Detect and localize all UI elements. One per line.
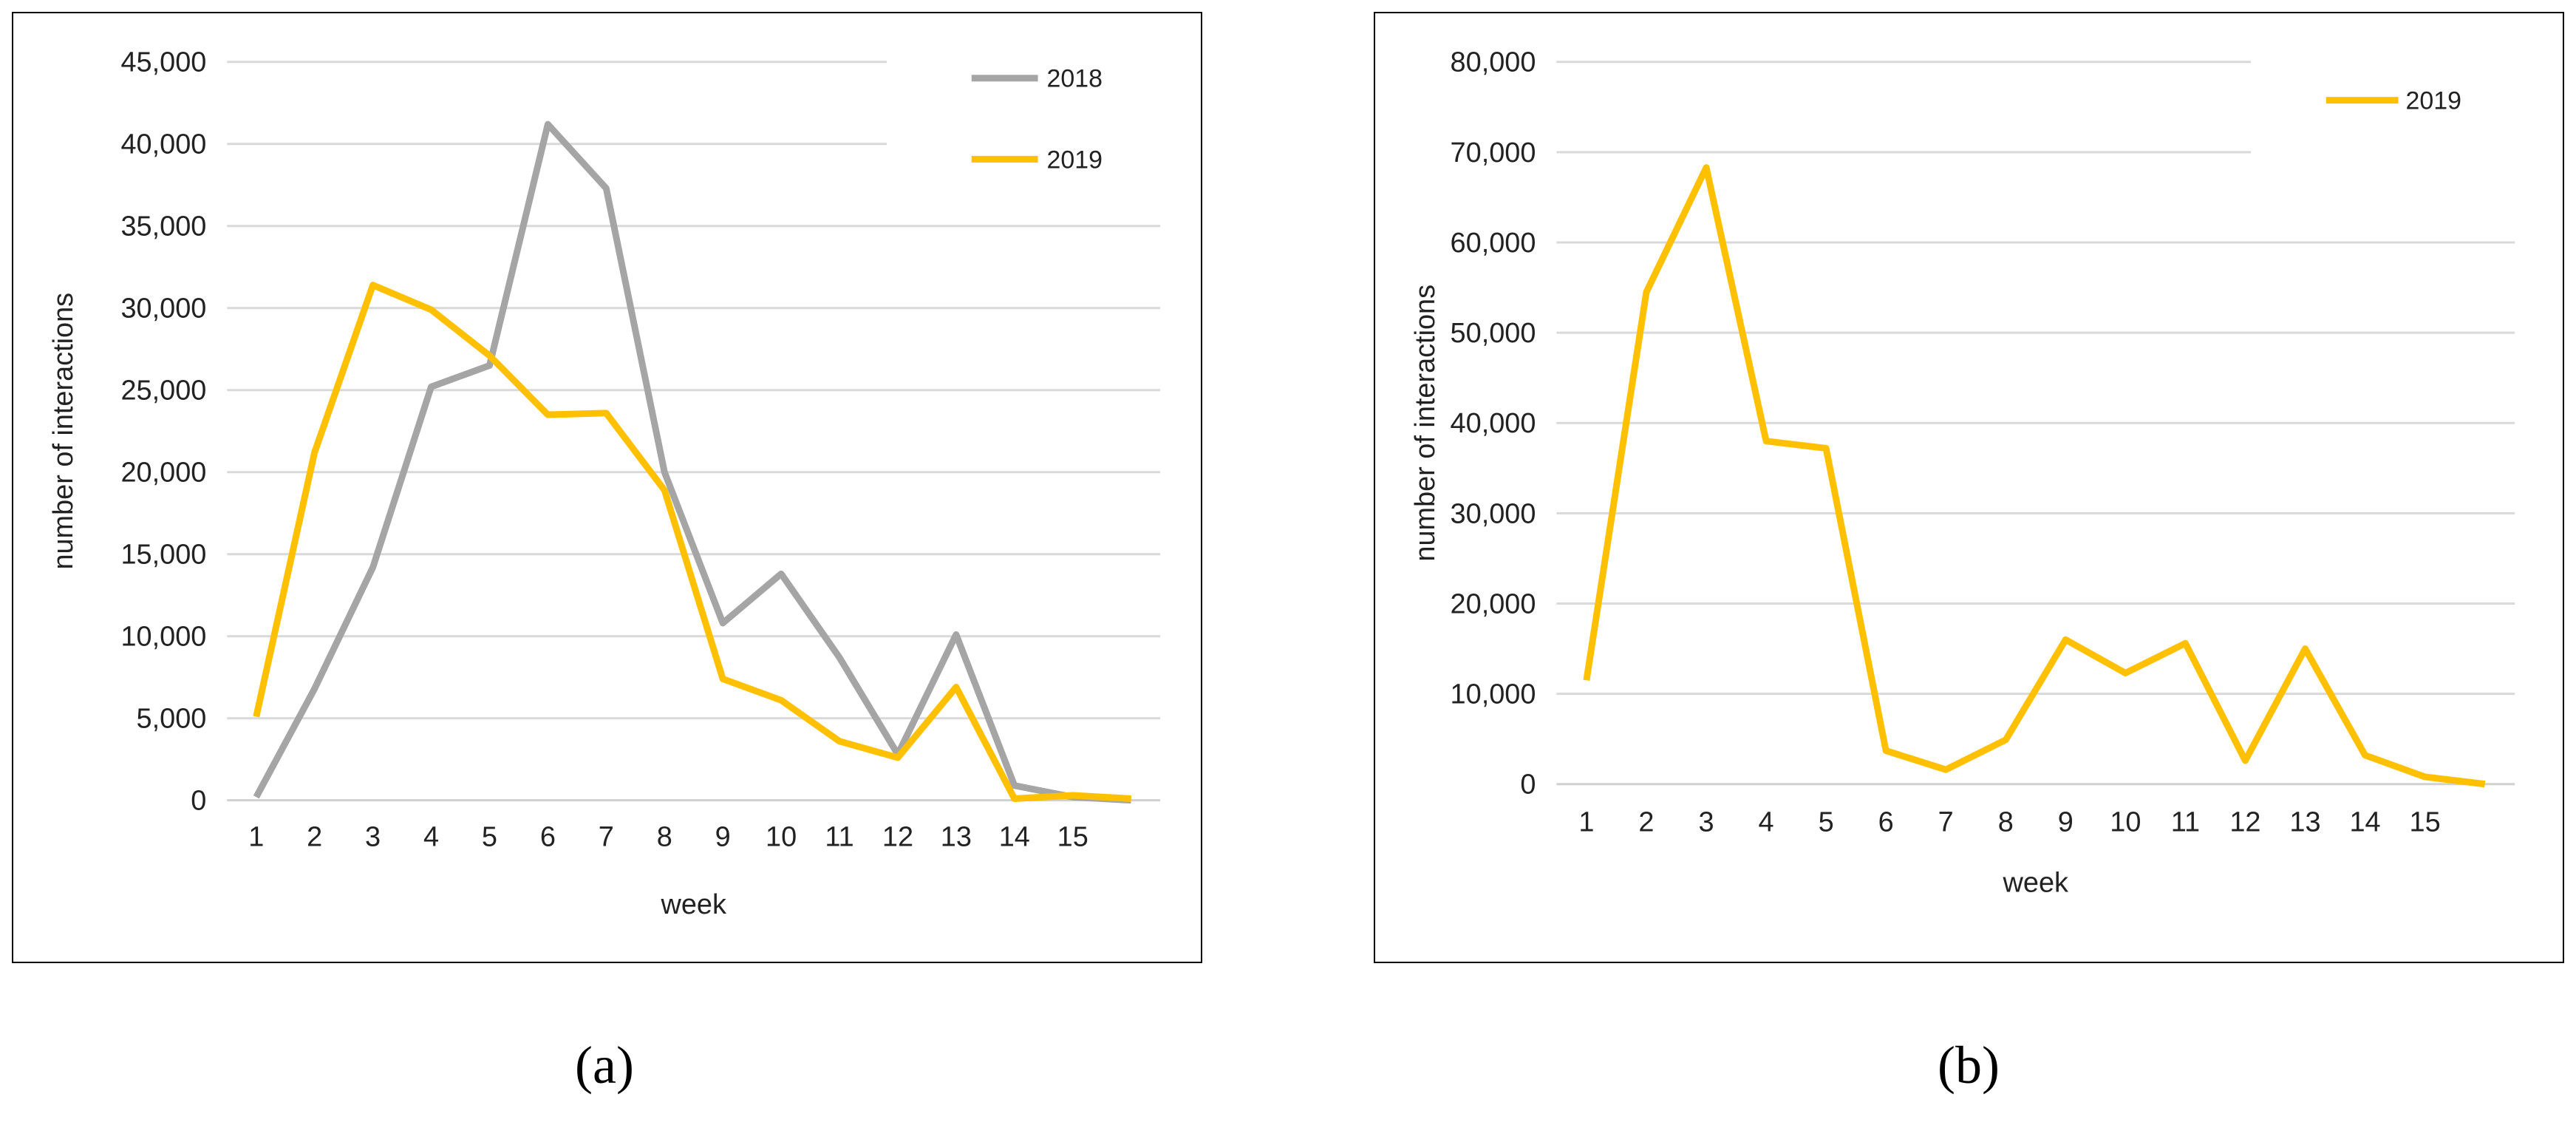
- chart-a-y-tick-label: 35,000: [120, 211, 206, 242]
- chart-a-x-tick-label: 14: [999, 821, 1030, 852]
- chart-b-canvas: 0 10,000 20,000 30,000 40,000 50,000 60,000 70,…: [1410, 47, 2515, 898]
- chart-b-x-tick-label: 5: [1819, 807, 1834, 838]
- chart-a-y-tick-label: 30,000: [120, 293, 206, 325]
- chart-b-x-tick-label: 4: [1759, 807, 1774, 838]
- chart-b-x-tick-label: 10: [2110, 807, 2141, 838]
- chart-b-x-tick-label: 6: [1878, 807, 1894, 838]
- chart-a-y-tick-label: 25,000: [120, 376, 206, 407]
- chart-a-y-tick-label: 20,000: [120, 458, 206, 489]
- chart-a-x-tick-label: 7: [599, 821, 614, 852]
- chart-a-x-tick-label: 13: [941, 821, 972, 852]
- chart-a-x-tick-label: 2: [307, 821, 322, 852]
- panel-label-b: (b): [1938, 1036, 2000, 1095]
- chart-b-x-tick-label: 2: [1638, 807, 1654, 838]
- chart-a-y-axis-title: number of interactions: [48, 293, 79, 570]
- chart-b-x-tick-label: 7: [1938, 807, 1954, 838]
- chart-b-y-tick-label: 80,000: [1451, 47, 1536, 78]
- chart-a-x-tick-label: 12: [882, 821, 913, 852]
- chart-b-series-line-2019: [1583, 164, 2486, 788]
- chart-a-x-tick-label: 8: [657, 821, 672, 852]
- chart-a-x-tick-label: 4: [423, 821, 439, 852]
- chart-b-y-axis-title: number of interactions: [1410, 285, 1441, 562]
- chart-panel-a: 0 5,000 10,000 15,000 20,000 25,000 30,000 35,0…: [12, 12, 1202, 963]
- chart-b-y-tick-label: 60,000: [1451, 228, 1536, 259]
- chart-b-x-tick-label: 13: [2289, 807, 2320, 838]
- chart-a-x-axis-title: week: [660, 889, 726, 920]
- chart-a-y-tick-label: 10,000: [120, 622, 206, 653]
- chart-b-x-tick-label: 15: [2410, 807, 2441, 838]
- chart-a-legend-label-2018: 2018: [1047, 65, 1103, 93]
- chart-a-x-tick-label: 5: [482, 821, 497, 852]
- chart-a-canvas: 0 5,000 10,000 15,000 20,000 25,000 30,000 35,0…: [48, 47, 1161, 920]
- chart-b-x-tick-label: 3: [1698, 807, 1714, 838]
- chart-a-x-tick-label: 15: [1057, 821, 1088, 852]
- chart-a-y-tick-label: 5,000: [137, 704, 207, 735]
- chart-a-x-tick-label: 11: [825, 821, 853, 852]
- chart-b-x-tick-label: 1: [1578, 807, 1594, 838]
- chart-a-y-tick-label: 15,000: [120, 540, 206, 571]
- chart-b-y-tick-label: 30,000: [1451, 498, 1536, 529]
- chart-a-x-tick-label: 6: [540, 821, 556, 852]
- chart-a-y-tick-label: 45,000: [120, 47, 206, 78]
- chart-b-x-axis-title: week: [2003, 867, 2069, 898]
- chart-b-y-tick-label: 0: [1520, 769, 1536, 801]
- chart-a-y-tick-label: 0: [191, 786, 206, 817]
- chart-a-legend-label-2019: 2019: [1047, 146, 1103, 174]
- chart-a-y-tick-label: 40,000: [120, 129, 206, 160]
- panel-label-a: (a): [575, 1036, 634, 1095]
- chart-b-x-tick-label: 9: [2058, 807, 2074, 838]
- chart-a-x-tick-label: 10: [766, 821, 797, 852]
- chart-b-legend-label-2019: 2019: [2406, 87, 2461, 115]
- chart-b-y-tick-label: 20,000: [1451, 588, 1536, 619]
- chart-b-y-tick-label: 40,000: [1451, 408, 1536, 439]
- chart-b-x-tick-label: 12: [2229, 807, 2260, 838]
- chart-a-series-line-2019: [253, 282, 1131, 802]
- chart-a-series-line-2018: [253, 120, 1131, 804]
- chart-b-y-tick-label: 10,000: [1451, 679, 1536, 710]
- chart-a-x-tick-label: 9: [715, 821, 731, 852]
- chart-panel-b: 0 10,000 20,000 30,000 40,000 50,000 60,000 70,…: [1374, 12, 2564, 963]
- chart-b-y-tick-label: 50,000: [1451, 318, 1536, 349]
- chart-b-y-tick-label: 70,000: [1451, 137, 1536, 169]
- chart-a-x-tick-label: 3: [365, 821, 381, 852]
- chart-b-x-tick-label: 8: [1998, 807, 2014, 838]
- chart-b-x-tick-label: 14: [2349, 807, 2380, 838]
- chart-b-x-tick-label: 11: [2171, 807, 2200, 838]
- chart-a-x-tick-label: 1: [248, 821, 264, 852]
